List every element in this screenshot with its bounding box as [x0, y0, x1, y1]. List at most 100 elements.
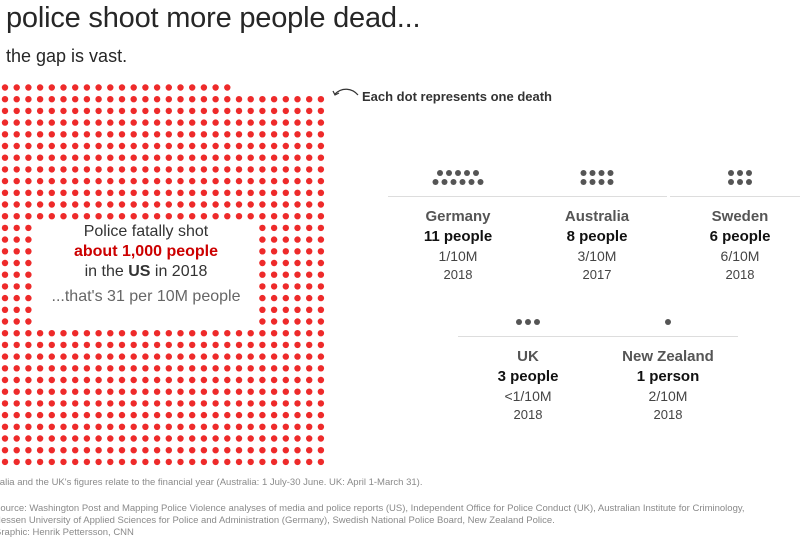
death-dot: [72, 177, 79, 185]
death-dot: [72, 201, 79, 208]
death-dot: [224, 107, 231, 115]
death-dot: [189, 341, 196, 349]
death-dot: [189, 388, 196, 395]
death-dot: [294, 318, 301, 325]
death-dot: [83, 411, 91, 419]
death-dot: [83, 131, 91, 138]
death-dot: [1, 142, 9, 150]
death-dot: [589, 170, 596, 176]
death-dot: [270, 411, 278, 419]
death-dot: [306, 318, 313, 325]
death-dot: [153, 213, 161, 220]
death-dot: [282, 423, 289, 430]
death-dot: [60, 447, 67, 454]
death-dot: [25, 189, 32, 196]
death-dot: [317, 259, 325, 267]
death-dot: [224, 213, 231, 220]
death-dot: [317, 119, 325, 126]
death-dot: [235, 119, 243, 126]
death-dot: [36, 400, 44, 407]
death-dot: [13, 447, 20, 454]
death-dot: [306, 224, 313, 232]
death-dot: [270, 283, 278, 290]
death-dot: [728, 170, 734, 176]
death-dot: [25, 376, 32, 384]
death-dot: [177, 84, 184, 91]
death-dot: [247, 119, 254, 126]
death-dot: [83, 107, 91, 115]
death-dot: [1, 341, 9, 349]
death-dot: [107, 119, 114, 126]
death-dot: [259, 177, 266, 185]
death-dot: [36, 353, 44, 360]
death-dot: [1, 306, 9, 313]
death-dot: [200, 189, 208, 196]
country-deaths: 8 people: [566, 228, 628, 245]
death-dot: [235, 201, 243, 208]
death-dot: [259, 259, 266, 267]
death-dot: [306, 259, 313, 267]
death-dot: [25, 96, 32, 103]
death-dot: [306, 142, 313, 150]
death-dot: [107, 447, 114, 454]
death-dot: [1, 259, 9, 267]
death-dot: [95, 131, 102, 138]
death-dot: [83, 142, 91, 150]
death-dot: [118, 458, 126, 466]
death-dot: [282, 341, 289, 349]
death-dot: [142, 400, 149, 407]
death-dot: [165, 189, 172, 196]
death-dot: [525, 319, 531, 325]
death-dot: [306, 458, 313, 466]
death-dot: [247, 400, 254, 407]
death-dot: [25, 224, 32, 232]
death-dot: [200, 131, 208, 138]
death-dot: [294, 411, 301, 419]
death-dot: [25, 283, 32, 290]
death-dot: [83, 423, 91, 430]
death-dot: [165, 388, 172, 395]
death-dot: [270, 107, 278, 115]
death-dot: [235, 131, 243, 138]
death-dot: [1, 294, 9, 302]
death-dot: [177, 423, 184, 430]
death-dot: [36, 131, 44, 138]
death-dot: [317, 400, 325, 407]
country-year: 2018: [653, 407, 683, 422]
death-dot: [153, 400, 161, 407]
death-dot: [746, 179, 752, 185]
death-dot: [13, 213, 20, 220]
death-dot: [224, 330, 231, 337]
death-dot: [270, 400, 278, 407]
country-year: 2017: [582, 267, 612, 282]
death-dot: [247, 142, 254, 150]
death-dot: [270, 423, 278, 430]
death-dot: [60, 353, 67, 360]
death-dot: [153, 154, 161, 161]
death-dot: [72, 142, 79, 150]
death-dot: [36, 119, 44, 126]
death-dot: [212, 376, 219, 384]
death-dot: [13, 365, 20, 372]
death-dot: [200, 213, 208, 220]
death-dot: [212, 166, 219, 173]
death-dot: [1, 213, 9, 220]
death-dot: [282, 318, 289, 325]
death-dot: [83, 341, 91, 349]
death-dot: [118, 96, 126, 103]
death-dot: [60, 142, 67, 150]
death-dot: [142, 435, 149, 442]
death-dot: [107, 213, 114, 220]
death-dot: [235, 458, 243, 466]
death-dot: [189, 330, 196, 337]
death-dot: [200, 84, 208, 91]
death-dot: [306, 96, 313, 103]
death-dot: [212, 96, 219, 103]
death-dot: [130, 166, 137, 173]
death-dot: [189, 84, 196, 91]
country-name: Sweden: [711, 208, 769, 225]
death-dot: [13, 154, 20, 161]
death-dot: [224, 423, 231, 430]
death-dot: [83, 213, 91, 220]
death-dot: [95, 447, 102, 454]
